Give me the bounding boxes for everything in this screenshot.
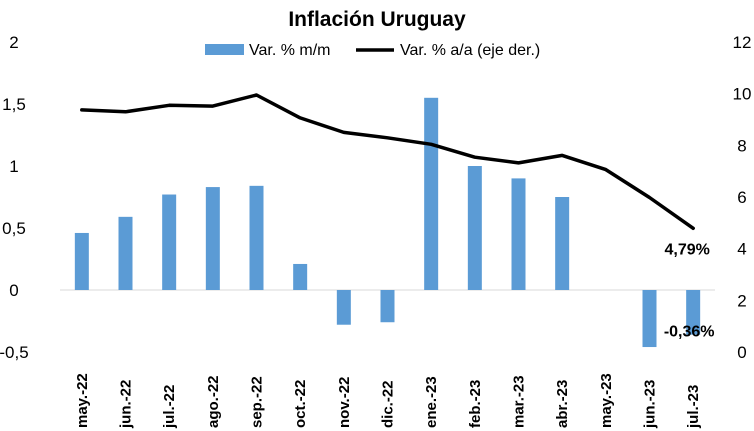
x-tick-label: ene.-23 — [423, 376, 440, 428]
bar — [162, 194, 177, 290]
x-axis: may.-22 jun.-22 jul.-22 ago.-22 sep.-22 oct.-… — [74, 373, 702, 429]
y-left-tick-label: 0 — [9, 281, 18, 300]
x-tick-label: may.-22 — [74, 373, 91, 428]
x-tick-label: dic.-22 — [380, 380, 397, 428]
x-tick-label: nov.-22 — [336, 377, 353, 428]
data-label: 4,79% — [664, 241, 709, 258]
bar — [249, 185, 264, 290]
bar — [118, 216, 133, 290]
bar — [205, 187, 220, 290]
bar — [686, 290, 701, 335]
bar — [380, 290, 395, 323]
y-right-tick-label: 4 — [737, 240, 746, 259]
bar — [642, 290, 657, 348]
legend: Var. % m/m Var. % a/a (eje der.) — [205, 42, 540, 59]
bar — [336, 290, 351, 325]
y-left-tick-label: 1,5 — [2, 95, 26, 114]
x-tick-label: jul.-22 — [161, 385, 178, 429]
bar-series — [74, 97, 701, 348]
x-tick-label: jul.-23 — [685, 385, 702, 429]
legend-bar-swatch — [205, 44, 244, 55]
bar — [555, 197, 570, 290]
x-tick-label: ago.-22 — [205, 375, 222, 428]
data-label: -0,36% — [664, 324, 715, 341]
chart-title: Inflación Uruguay — [288, 8, 466, 31]
y-left-tick-label: 2 — [9, 33, 18, 52]
x-tick-label: sep.-22 — [249, 376, 266, 428]
x-tick-label: abr.-23 — [554, 380, 571, 428]
legend-line-label: Var. % a/a (eje der.) — [400, 42, 540, 59]
x-tick-label: oct.-22 — [292, 380, 309, 428]
y-left-tick-label: 0,5 — [2, 219, 26, 238]
y-right-tick-label: 2 — [737, 291, 746, 310]
bar — [467, 166, 482, 290]
x-tick-label: feb.-23 — [467, 380, 484, 428]
x-tick-label: may.-23 — [598, 373, 615, 428]
bar — [511, 178, 526, 290]
legend-bar-label: Var. % m/m — [249, 42, 331, 59]
y-left-tick-label: -0,5 — [0, 343, 29, 362]
x-tick-label: jun.-22 — [118, 380, 135, 429]
data-labels: 4,79% -0,36% — [664, 241, 715, 340]
y-left-tick-label: 1 — [9, 157, 18, 176]
y-right-tick-label: 10 — [733, 85, 752, 104]
y-right-tick-label: 8 — [737, 136, 746, 155]
y-left-axis: -0,5 0 0,5 1 1,5 2 — [0, 33, 29, 362]
y-right-tick-label: 12 — [733, 33, 752, 52]
x-tick-label: mar.-23 — [511, 375, 528, 428]
bar — [74, 232, 89, 290]
y-right-axis: 0 2 4 6 8 10 12 — [733, 33, 752, 362]
yoy-line-series — [80, 93, 695, 231]
y-right-tick-label: 0 — [737, 343, 746, 362]
bar — [424, 97, 439, 290]
y-right-tick-label: 6 — [737, 188, 746, 207]
x-tick-label: jun.-23 — [642, 380, 659, 429]
bar — [293, 263, 308, 290]
